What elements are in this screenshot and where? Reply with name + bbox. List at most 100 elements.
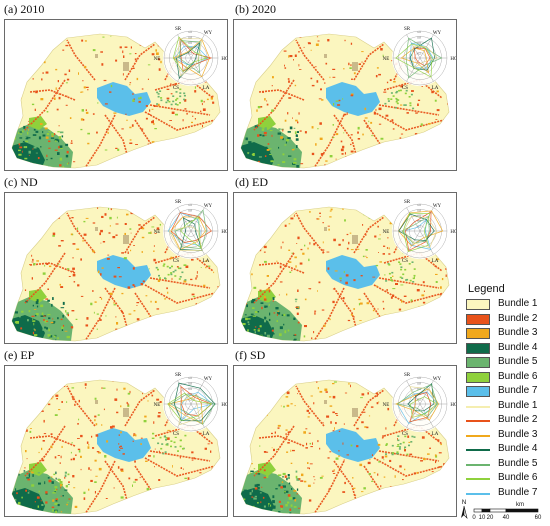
radar-bundle-line (409, 386, 437, 418)
legend-line-swatch (466, 449, 490, 451)
radar-bundle-line (402, 212, 431, 252)
legend-label: Bundle 1 (498, 399, 538, 411)
legend-fill-item: Bundle 5 (466, 356, 550, 370)
radar-label-hq: HQ (450, 230, 456, 235)
radar-label-sr: SR (404, 200, 411, 205)
legend-line-item: Bundle 5 (466, 458, 550, 472)
radar-bundle-line (167, 392, 213, 422)
radar-bundle-line (405, 37, 443, 79)
legend-title: Legend (468, 283, 505, 295)
legend-label: Bundle 5 (498, 457, 538, 469)
legend-swatch (466, 386, 490, 397)
legend-line-swatch (466, 420, 490, 422)
radar-label-wy: WY (204, 31, 213, 36)
radar-label-la: LA (203, 432, 210, 437)
panel-title-d: (d) ED (235, 175, 268, 189)
legend-line-swatch (466, 492, 490, 495)
radar-bundle-line (176, 38, 203, 77)
radar-bundle-line (396, 391, 439, 424)
map-panel-f: 1.00.80.60.40.2WYHQLACSNESR (233, 365, 457, 517)
legend-label: Bundle 2 (498, 312, 538, 324)
legend-line-item: Bundle 2 (466, 414, 550, 428)
radar-label-cs: CS (173, 432, 179, 437)
radar-bundle-line (395, 388, 440, 421)
legend-line-item: Bundle 3 (466, 429, 550, 443)
radar-bundle-line (172, 38, 210, 78)
panel-title-e: (e) EP (4, 348, 35, 362)
legend-line-swatch (466, 405, 490, 408)
legend-swatch (466, 313, 490, 325)
radar-label-ne: NE (154, 57, 161, 62)
radar-bundle-line (398, 213, 435, 241)
radar-tick: 1.0 (417, 203, 421, 207)
map-f: 1.00.80.60.40.2WYHQLACSNESR (240, 373, 456, 515)
legend-swatch (466, 299, 490, 310)
radar-label-cs: CS (402, 432, 408, 437)
radar-label-hq: HQ (450, 403, 456, 408)
radar-bundle-line (178, 396, 200, 426)
radar-tick: 0.4 (417, 219, 421, 223)
scale-tick-40: 40 (503, 515, 510, 521)
radar-bundle-line (173, 45, 209, 65)
radar-label-ne: NE (383, 403, 390, 408)
radar-label-ne: NE (154, 230, 161, 235)
radar-label-wy: WY (433, 377, 442, 382)
radar-chart: 1.00.80.60.40.2WYHQLACSNESR (154, 27, 227, 91)
radar-tick: 0.6 (417, 387, 421, 391)
radar-bundle-line (409, 37, 436, 71)
legend-label: Bundle 3 (498, 428, 538, 440)
legend-swatch (466, 357, 490, 368)
radar-chart: 1.00.80.60.40.2WYHQLACSNESR (383, 200, 456, 264)
scale-bar: N 0 10 20 40 60 km (461, 500, 542, 521)
radar-chart: 1.00.80.60.40.2WYHQLACSNESR (154, 373, 227, 437)
scale-bar-segments (473, 508, 539, 513)
radar-bundle-line (413, 47, 431, 67)
radar-bundle-line (409, 42, 434, 69)
radar-label-sr: SR (404, 373, 411, 378)
radar-tick: 0.4 (188, 219, 192, 223)
radar-label-cs: CS (402, 86, 408, 91)
radar-bundle-line (401, 215, 430, 244)
radar-tick: 0.2 (417, 225, 421, 229)
scale-unit: km (516, 502, 524, 508)
radar-bundle-line (180, 216, 202, 249)
map-c: 1.00.80.60.40.2WYHQLACSNESR (11, 200, 227, 342)
radar-label-ne: NE (383, 230, 390, 235)
scale-tick-0: 0 (472, 515, 476, 521)
radar-label-sr: SR (404, 27, 411, 32)
radar-label-sr: SR (175, 200, 182, 205)
panel-title-a: (a) 2010 (4, 2, 45, 16)
legend-label: Bundle 7 (498, 385, 538, 396)
radar-bundle-line (411, 45, 438, 69)
legend-line-swatch (466, 434, 490, 437)
radar-tick: 0.8 (417, 208, 421, 212)
radar-label-ne: NE (383, 57, 390, 62)
radar-chart: 1.00.80.60.40.2WYHQLACSNESR (154, 200, 227, 264)
map-panel-a: 1.00.80.60.40.2WYHQLACSNESR (4, 19, 228, 171)
radar-bundle-line (403, 216, 437, 249)
radar-tick: 0.2 (417, 398, 421, 402)
radar-label-hq: HQ (221, 57, 227, 62)
radar-tick: 0.6 (417, 214, 421, 218)
legend-label: Bundle 2 (498, 414, 538, 425)
radar-bundle-line (172, 36, 208, 73)
north-label: N (462, 500, 466, 506)
radar-label-wy: WY (204, 204, 213, 209)
legend-line-swatch (466, 478, 490, 480)
legend-fill-item: Bundle 7 (466, 385, 550, 399)
radar-tick: 0.8 (188, 381, 192, 385)
legend-fill-item: Bundle 4 (466, 342, 550, 356)
radar-bundle-line (407, 383, 435, 412)
map-panel-c: 1.00.80.60.40.2WYHQLACSNESR (4, 192, 228, 344)
radar-label-hq: HQ (221, 403, 227, 408)
radar-label-la: LA (432, 86, 439, 91)
radar-bundle-line (404, 211, 432, 252)
scale-tick-20: 20 (487, 515, 494, 521)
legend-label: Bundle 1 (498, 298, 538, 309)
radar-tick: 0.8 (188, 208, 192, 212)
map-panel-e: 1.00.80.60.40.2WYHQLACSNESR (4, 365, 228, 517)
legend-fill-item: Bundle 1 (466, 298, 550, 312)
radar-bundle-line (168, 226, 203, 251)
radar-bundle-line (170, 394, 215, 425)
legend-line-item: Bundle 1 (466, 400, 550, 414)
